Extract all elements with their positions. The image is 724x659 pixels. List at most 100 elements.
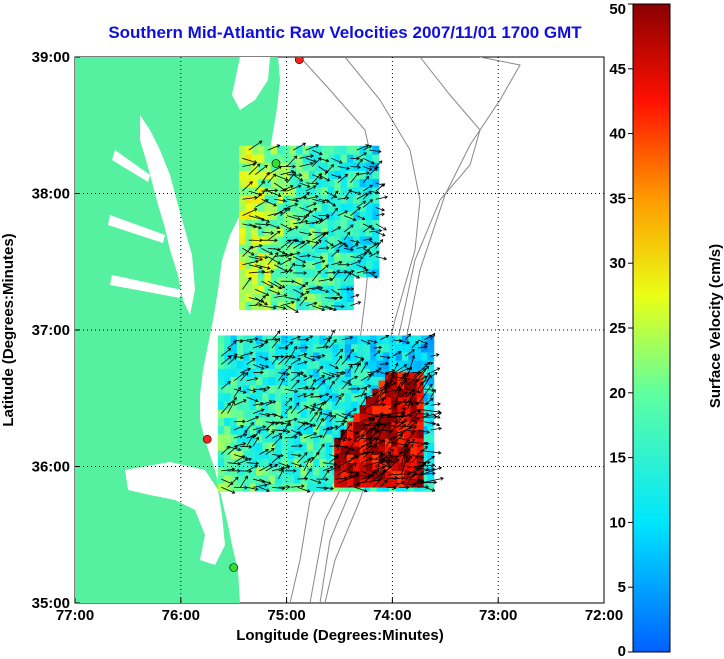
velocity-cell [319, 360, 327, 369]
velocity-cell [382, 351, 390, 361]
velocity-cell [251, 153, 259, 163]
velocity-arrowhead [342, 438, 347, 442]
velocity-arrow [310, 355, 321, 359]
velocity-cell [238, 252, 246, 261]
velocity-arrow [350, 474, 372, 477]
velocity-arrowhead [266, 386, 271, 390]
velocity-arrow [328, 329, 335, 341]
velocity-arrow [348, 482, 361, 488]
velocity-cell [264, 162, 272, 171]
velocity-arrowhead [270, 269, 275, 274]
velocity-arrowhead [266, 488, 270, 493]
velocity-cell [245, 227, 253, 237]
velocity-arrowhead [244, 456, 249, 460]
velocity-cell [287, 474, 295, 484]
velocity-arrow [348, 376, 358, 382]
velocity-cell [420, 351, 428, 361]
velocity-cell [321, 293, 329, 302]
velocity-arrow [253, 388, 267, 391]
velocity-cell [372, 260, 380, 270]
velocity-arrowhead [425, 441, 430, 446]
velocity-cell [300, 360, 308, 369]
velocity-cell [340, 268, 348, 278]
velocity-cell [236, 368, 244, 378]
velocity-cell [251, 145, 259, 155]
velocity-arrow [267, 280, 282, 289]
velocity-arrowhead [375, 190, 380, 195]
velocity-arrowhead [386, 462, 391, 466]
velocity-cell [327, 194, 335, 204]
velocity-arrowhead [363, 488, 368, 493]
velocity-arrowhead [292, 355, 296, 359]
velocity-cell [249, 466, 257, 476]
velocity-arrow [242, 181, 253, 192]
velocity-arrow [297, 353, 307, 357]
velocity-arrow [271, 330, 281, 341]
velocity-cell [296, 211, 304, 221]
velocity-cell [338, 343, 346, 353]
velocity-arrow [411, 388, 420, 393]
velocity-arrow [305, 286, 320, 290]
velocity-cell [302, 244, 310, 253]
velocity-cell [255, 458, 263, 468]
velocity-arrowhead [435, 353, 440, 357]
velocity-arrow [356, 158, 363, 167]
velocity-cell [321, 227, 329, 237]
velocity-arrow [367, 339, 377, 343]
velocity-arrowhead [328, 336, 333, 341]
velocity-cell [344, 343, 352, 353]
velocity-arrow [367, 413, 378, 417]
velocity-arrowhead [243, 433, 248, 437]
velocity-cell [372, 194, 380, 204]
velocity-arrow [293, 142, 306, 151]
velocity-arrowhead [310, 162, 314, 166]
colorbar-tick-label: 25 [609, 320, 626, 337]
velocity-arrow [362, 145, 372, 151]
velocity-arrow [318, 216, 330, 225]
velocity-arrow [271, 413, 284, 419]
velocity-cell [230, 335, 238, 345]
velocity-arrowhead [274, 252, 279, 256]
velocity-cell [217, 466, 225, 476]
velocity-cell [308, 301, 316, 311]
velocity-arrowhead [414, 455, 419, 460]
velocity-arrowhead [355, 293, 360, 298]
velocity-arrowhead [348, 437, 352, 442]
velocity-cell [245, 219, 253, 229]
velocity-arrowhead [385, 361, 390, 366]
velocity-arrow [337, 174, 348, 184]
velocity-cell [315, 284, 323, 294]
velocity-arrowhead [319, 175, 323, 180]
velocity-arrow [329, 364, 339, 369]
velocity-cell [315, 293, 323, 302]
velocity-arrow [356, 246, 367, 249]
velocity-arrowhead [276, 455, 281, 459]
velocity-arrow [240, 339, 253, 343]
velocity-cell [372, 388, 380, 398]
velocity-arrowhead [263, 388, 267, 392]
velocity-arrow [265, 422, 274, 431]
velocity-arrowhead [293, 417, 298, 422]
velocity-arrowhead [260, 408, 265, 412]
velocity-cell [296, 252, 304, 261]
velocity-cell [300, 409, 308, 418]
radar-site [294, 57, 304, 65]
velocity-cell [264, 293, 272, 302]
velocity-arrow [297, 372, 307, 377]
velocity-arrowhead [281, 486, 286, 491]
velocity-arrowhead [324, 169, 329, 174]
velocity-cell [287, 343, 295, 353]
velocity-cell [391, 413, 399, 423]
velocity-arrow [246, 434, 257, 439]
velocity-cell [321, 235, 329, 245]
velocity-cell [321, 219, 329, 229]
velocity-arrow [286, 203, 298, 208]
velocity-arrow [227, 401, 235, 414]
velocity-arrowhead [289, 185, 294, 189]
velocity-arrow [267, 288, 280, 295]
velocity-cell [255, 417, 263, 427]
velocity-cell [404, 446, 411, 455]
velocity-arrowhead [329, 277, 333, 282]
velocity-arrowhead [284, 177, 289, 182]
velocity-cell [384, 413, 392, 423]
